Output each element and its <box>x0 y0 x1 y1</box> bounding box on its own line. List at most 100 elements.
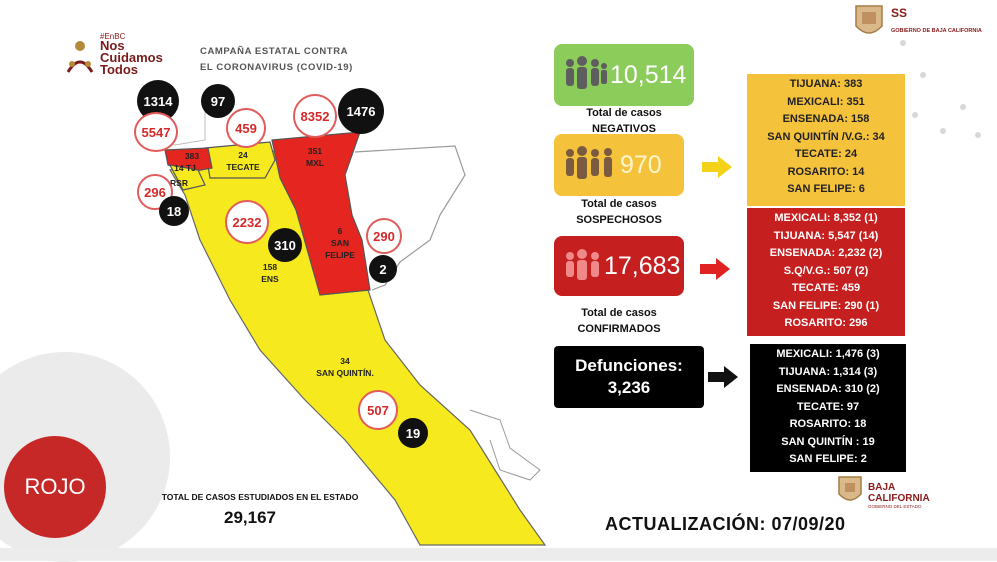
brand-line3: Todos <box>100 62 139 77</box>
list-item: MEXICALI: 1,476 (3) <box>776 348 880 360</box>
brand-line1: Nos <box>100 38 125 53</box>
negativos-caption: Total de casos NEGATIVOS <box>554 105 694 137</box>
bubble-ensenada-confirmed: 2232 <box>225 200 269 244</box>
campaign-brand: Nos Cuidamos Todos <box>100 38 190 77</box>
confirmados-caption: Total de casos CONFIRMADOS <box>554 305 684 337</box>
bubble-mexicali-deaths: 1476 <box>338 88 384 134</box>
label-sanfelipe-susp: 6 <box>337 226 343 236</box>
negativos-value: 10,514 <box>610 60 687 89</box>
state-seal-icon <box>838 476 862 501</box>
confirmados-caption-line2: CONFIRMADOS <box>577 323 661 335</box>
brand-line2: Cuidamos <box>100 50 163 65</box>
mexicali-region <box>271 131 371 296</box>
arrow-right-icon <box>708 366 738 388</box>
bubble-sanquintin-deaths: 19 <box>398 418 428 448</box>
confirmados-value: 17,683 <box>604 251 681 280</box>
bubble-sanfelipe-deaths: 2 <box>369 255 397 283</box>
defunciones-box: Defunciones: 3,236 <box>554 346 704 408</box>
state-seal-icon <box>855 5 883 34</box>
label-tijuana-susp: 383 <box>184 151 200 161</box>
ensenada-region <box>169 147 547 546</box>
bubble-sanquintin-confirmed: 507 <box>358 390 398 430</box>
bubble-tecate-deaths: 97 <box>201 84 235 118</box>
people-group-icon <box>566 56 607 89</box>
hashtag: #EnBC <box>100 32 126 41</box>
arrow-right-icon <box>700 258 730 280</box>
people-group-icon <box>566 146 612 179</box>
baja-california-map <box>149 110 547 546</box>
list-item: TECATE: 24 <box>794 148 858 160</box>
update-date: ACTUALIZACIÓN: 07/09/20 <box>605 514 846 534</box>
baja-california-logo: BAJA CALIFORNIA <box>868 482 930 504</box>
bubble-ensenada-deaths: 310 <box>268 228 302 262</box>
list-item: MEXICALI: 8,352 (1) <box>774 212 878 224</box>
bubble-tecate-confirmed: 459 <box>226 108 266 148</box>
negativos-caption-line1: Total de casos <box>586 107 662 119</box>
list-item: SAN QUINTÍN : 19 <box>781 435 875 448</box>
nos-cuidamos-logo-icon <box>66 41 94 73</box>
ss-subtitle: GOBIERNO DE BAJA CALIFORNIA <box>891 28 982 34</box>
bc-line2: CALIFORNIA <box>868 493 930 504</box>
bubble-tijuana-confirmed: 5547 <box>134 112 178 152</box>
defunciones-value: 3,236 <box>607 378 651 397</box>
label-tijuana-name: 14 TJ <box>174 163 196 173</box>
label-sanquintin-susp: 34 <box>340 356 350 366</box>
negativos-caption-line2: NEGATIVOS <box>592 123 656 135</box>
arrow-right-icon <box>702 156 732 178</box>
rosarito-region <box>168 164 206 191</box>
campaign-line1: CAMPAÑA ESTATAL CONTRA <box>200 46 349 57</box>
bubble-sanfelipe-confirmed: 290 <box>366 218 402 254</box>
list-item: TIJUANA: 383 <box>789 78 863 90</box>
bc-subtitle: GOBIERNO DEL ESTADO <box>868 504 922 509</box>
campaign-title: CAMPAÑA ESTATAL CONTRA EL CORONAVIRUS (C… <box>200 44 420 76</box>
list-item: TIJUANA: 5,547 (14) <box>773 229 879 242</box>
ss-title: SS <box>891 6 908 20</box>
total-studied-label: TOTAL DE CASOS ESTUDIADOS EN EL ESTADO <box>161 492 359 502</box>
bubble-rosarito-deaths: 18 <box>159 196 189 226</box>
list-item: ENSENADA: 2,232 (2) <box>769 247 883 259</box>
label-sanfelipe-name2: FELIPE <box>325 250 355 260</box>
list-item: SAN QUINTÍN /V.G.: 34 <box>767 130 885 143</box>
people-group-icon <box>566 249 599 280</box>
list-item: MEXICALI: 351 <box>787 95 865 108</box>
list-item: ROSARITO: 14 <box>787 165 865 178</box>
list-item: S.Q/V.G.: 507 (2) <box>783 264 869 277</box>
label-sanquintin-name: SAN QUINTÍN. <box>316 368 374 378</box>
label-rosarito-name: RSR <box>170 178 188 188</box>
label-sanfelipe-name1: SAN <box>331 238 349 248</box>
sospechosos-caption-line2: SOSPECHOSOS <box>576 214 662 226</box>
bottom-bar <box>0 548 997 561</box>
label-tecate-name: TECATE <box>226 162 260 172</box>
sospechosos-list: TIJUANA: 383 MEXICALI: 351 ENSENADA: 158… <box>747 74 905 206</box>
list-item: ENSENADA: 310 (2) <box>776 383 880 395</box>
label-ensenada-name: ENS <box>261 274 279 284</box>
bc-line1: BAJA <box>868 482 896 493</box>
list-item: ROSARITO: 18 <box>789 418 867 430</box>
sospechosos-box: 970 <box>554 134 684 196</box>
label-tecate-susp: 24 <box>238 150 248 160</box>
bubble-rosarito-confirmed: 296 <box>137 174 173 210</box>
list-item: TECATE: 459 <box>791 282 861 294</box>
list-item: SAN FELIPE: 6 <box>787 183 865 195</box>
sospechosos-caption-line1: Total de casos <box>581 198 657 210</box>
label-ensenada-susp: 158 <box>262 262 278 272</box>
list-item: ROSARITO: 296 <box>784 317 868 329</box>
negativos-box: 10,514 <box>554 44 694 106</box>
list-item: TECATE: 97 <box>796 400 860 413</box>
confirmados-box: 17,683 <box>554 236 684 296</box>
list-item: SAN FELIPE: 2 <box>789 453 867 465</box>
semaforo-status-badge: ROJO <box>4 436 106 538</box>
confirmados-list: MEXICALI: 8,352 (1) TIJUANA: 5,547 (14) … <box>747 208 905 336</box>
sospechosos-caption: Total de casos SOSPECHOSOS <box>554 196 684 228</box>
label-mexicali-susp: 351 <box>307 146 323 156</box>
defunciones-list: MEXICALI: 1,476 (3) TIJUANA: 1,314 (3) E… <box>750 344 906 472</box>
bubble-mexicali-confirmed: 8352 <box>293 94 337 138</box>
list-item: TIJUANA: 1,314 (3) <box>778 365 878 378</box>
campaign-line2: EL CORONAVIRUS (COVID-19) <box>200 62 353 73</box>
sospechosos-value: 970 <box>620 150 662 179</box>
label-mexicali-name: MXL <box>306 158 324 168</box>
bcs-border <box>469 409 541 481</box>
list-item: ENSENADA: 158 <box>782 113 870 125</box>
confirmados-caption-line1: Total de casos <box>581 307 657 319</box>
